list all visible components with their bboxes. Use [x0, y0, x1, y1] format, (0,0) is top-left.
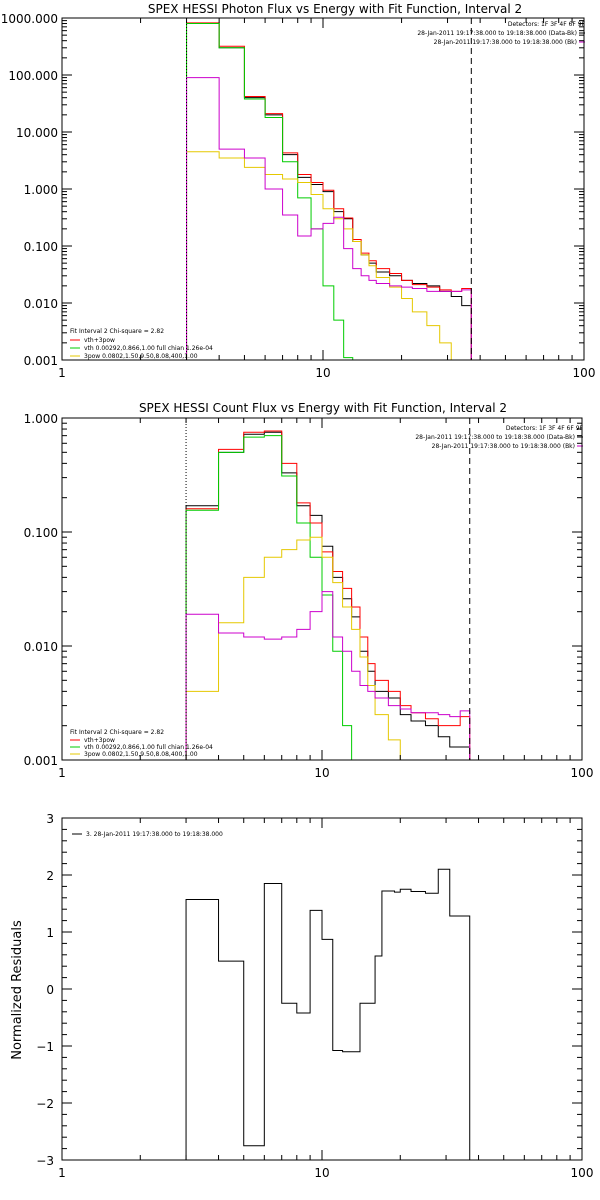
- y-tick-label: 0.010: [24, 297, 58, 311]
- y-tick-label: −3: [36, 1154, 54, 1168]
- legend-bk: 28-Jan-2011 19:17:38.000 to 19:18:38.000…: [432, 443, 575, 450]
- x-tick-label: 10: [314, 766, 329, 780]
- y-tick-label: 0.100: [24, 240, 58, 254]
- legend-detectors: Detectors: 1F 3F 4F 6F 9F: [506, 425, 584, 432]
- photon-flux-title: SPEX HESSI Photon Flux vs Energy with Fi…: [148, 2, 522, 16]
- series-line-data-bk: [185, 431, 471, 760]
- y-tick-label: 0.010: [24, 640, 58, 654]
- series-line-vth: [185, 435, 470, 761]
- count-flux-series: [185, 418, 471, 761]
- residuals-ticks: 1 10 100 −3 −2 −1 0 1 2 3: [36, 812, 593, 1180]
- fit-legend-3pow: 3pow 0.0802,1.50,9.50,8.08,400,1.00: [84, 353, 198, 360]
- fit-legend-total: vth+3pow: [84, 337, 115, 344]
- legend-data-bk: 28-Jan-2011 19:17:38.000 to 19:18:38.000…: [417, 30, 577, 37]
- photon-flux-fit-legend: Fit Interval 2 Chi-square = 2.82 vth+3po…: [70, 328, 213, 360]
- x-tick-label: 100: [571, 1166, 594, 1180]
- x-tick-label: 100: [573, 366, 596, 380]
- photon-flux-series: [186, 18, 472, 361]
- series-line-bk: [185, 591, 471, 760]
- fit-legend-total: vth+3pow: [84, 737, 115, 744]
- count-flux-fit-legend: Fit Interval 2 Chi-square = 2.82 vth+3po…: [70, 729, 213, 758]
- residuals-y-axis-label: Normalized Residuals: [10, 920, 25, 1060]
- y-tick-label: 1.000: [24, 412, 58, 426]
- fit-legend-vth: vth 0.00292,0.866,1.00 full chian 1.26e-…: [84, 744, 213, 751]
- legend-bk: 28-Jan-2011 19:17:38.000 to 19:18:38.000…: [434, 39, 577, 46]
- fit-legend-vth: vth 0.00292,0.866,1.00 full chian 1.26e-…: [84, 345, 213, 352]
- y-tick-label: 1000.000: [1, 12, 58, 26]
- legend-data-bk: 28-Jan-2011 19:17:38.000 to 19:18:38.000…: [415, 434, 575, 441]
- series-line-3-28-jan-2011-19-17-38-000-to-19-18-38-000: [185, 868, 471, 1160]
- x-tick-label: 10: [315, 366, 330, 380]
- series-line-bk: [186, 77, 472, 360]
- series-line-data-bk: [186, 23, 472, 360]
- y-tick-label: −2: [36, 1097, 54, 1111]
- residuals-legend: 3. 28-Jan-2011 19:17:38.000 to 19:18:38.…: [72, 831, 223, 838]
- fit-legend-header: Fit Interval 2 Chi-square = 2.82: [70, 328, 164, 335]
- residuals-series: [185, 868, 471, 1160]
- x-tick-label: 100: [571, 766, 594, 780]
- fit-legend-header: Fit Interval 2 Chi-square = 2.82: [70, 729, 164, 736]
- y-tick-label: 3: [46, 812, 54, 826]
- y-tick-label: 1.000: [24, 183, 58, 197]
- y-tick-label: 0.001: [24, 754, 58, 768]
- series-line-3pow: [185, 536, 470, 761]
- x-tick-label: 1: [58, 1166, 66, 1180]
- series-line-3pow: [186, 151, 472, 361]
- series-line-vth-3pow: [186, 22, 472, 360]
- fit-legend-3pow: 3pow 0.0802,1.50,9.50,8.08,400,1.00: [84, 751, 198, 758]
- count-flux-plot-frame: [61, 417, 583, 761]
- residuals-plot-frame: [61, 817, 583, 1161]
- photon-flux-ticks: 1 10 100 0.001 0.010 0.100 1.000 10.000 100.000 1…: [1, 12, 596, 380]
- x-tick-label: 1: [58, 366, 66, 380]
- y-tick-label: −1: [36, 1040, 54, 1054]
- count-flux-legend: Detectors: 1F 3F 4F 6F 9F 28-Jan-2011 19…: [415, 425, 583, 450]
- photon-flux-legend: Detectors: 1F 3F 4F 6F 9F 28-Jan-2011 19…: [417, 21, 585, 46]
- y-tick-label: 2: [46, 869, 54, 883]
- count-flux-title: SPEX HESSI Count Flux vs Energy with Fit…: [139, 401, 507, 415]
- y-tick-label: 0.100: [24, 526, 58, 540]
- y-tick-label: 100.000: [8, 69, 58, 83]
- count-flux-panel: SPEX HESSI Count Flux vs Energy with Fit…: [24, 401, 594, 780]
- x-tick-label: 1: [58, 766, 66, 780]
- x-tick-label: 10: [314, 1166, 329, 1180]
- count-flux-ticks: 1 10 100 0.001 0.010 0.100 1.000: [24, 412, 594, 780]
- residuals-legend-entry: 3. 28-Jan-2011 19:17:38.000 to 19:18:38.…: [86, 831, 223, 838]
- legend-detectors: Detectors: 1F 3F 4F 6F 9F: [508, 21, 586, 28]
- photon-flux-plot-frame: [61, 17, 585, 361]
- y-tick-label: 0: [46, 983, 54, 997]
- y-tick-label: 10.000: [16, 126, 58, 140]
- y-tick-label: 0.001: [24, 354, 58, 368]
- y-tick-label: 1: [46, 926, 54, 940]
- photon-flux-panel: SPEX HESSI Photon Flux vs Energy with Fi…: [1, 2, 596, 380]
- residuals-panel: 1 10 100 −3 −2 −1 0 1 2 3 Normalized Residuals 3.…: [10, 812, 593, 1180]
